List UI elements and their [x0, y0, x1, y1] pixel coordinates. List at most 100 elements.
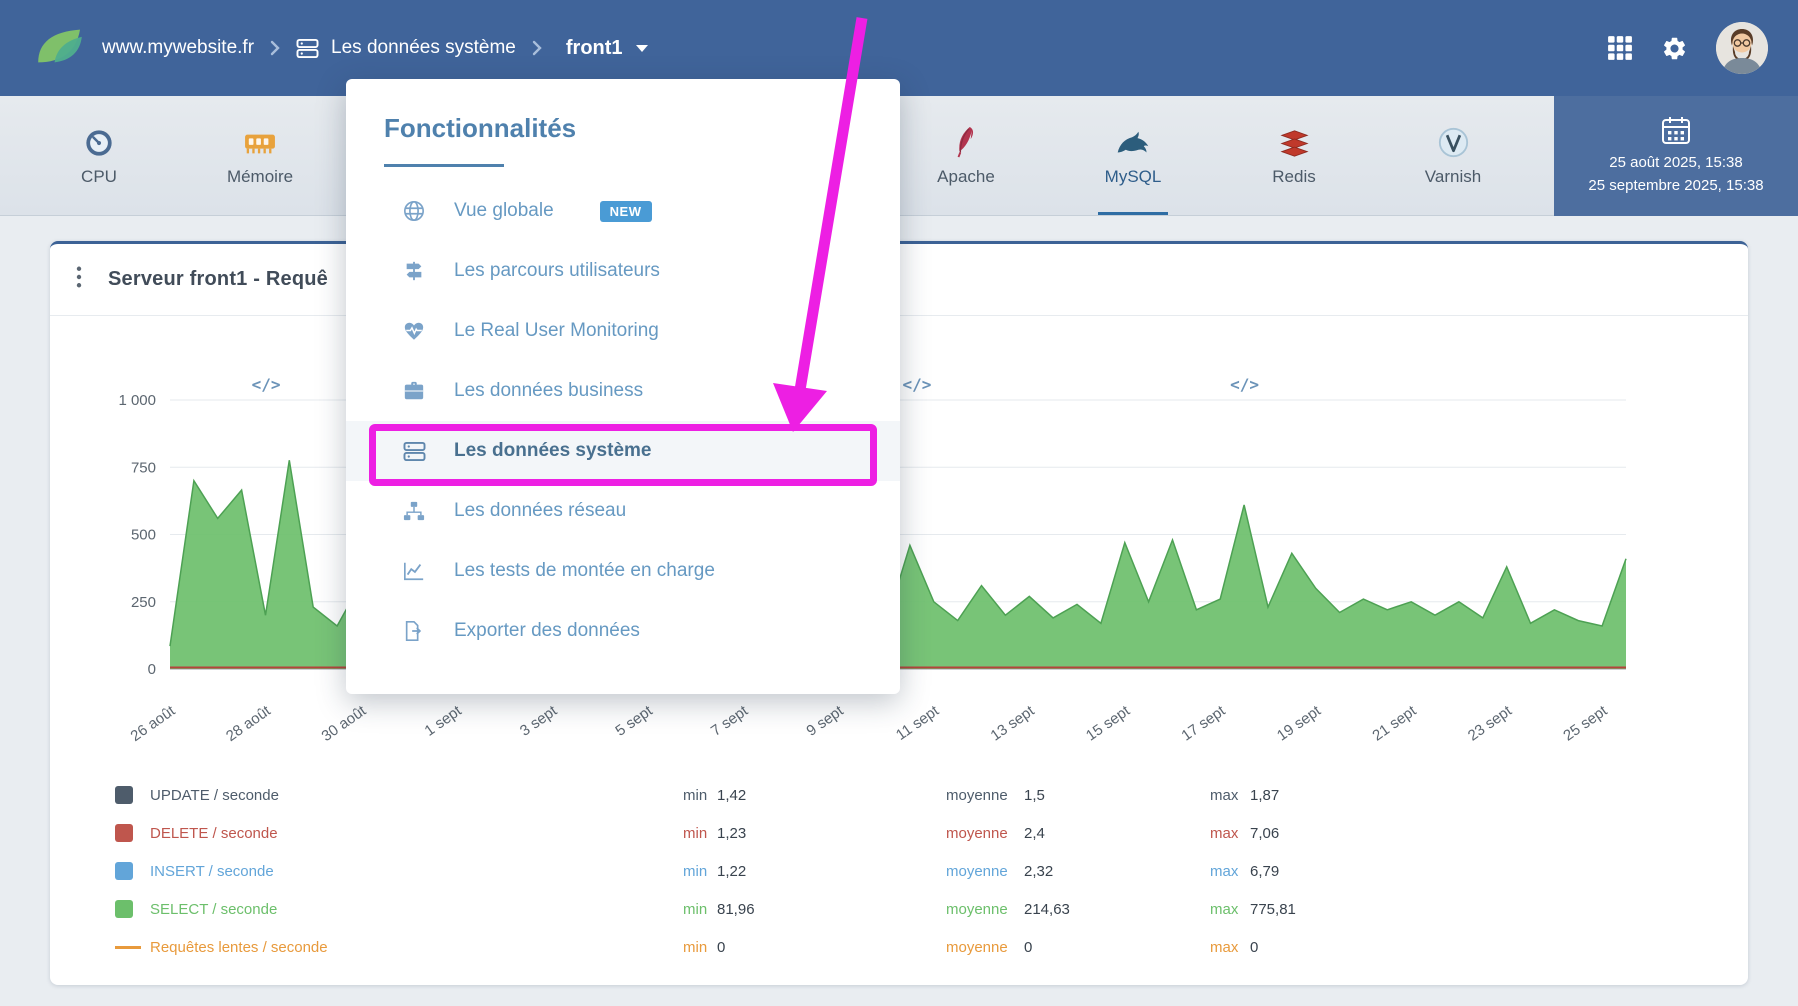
menu-item-label: Vue globale [454, 200, 554, 221]
heartbeat-icon [402, 320, 426, 342]
legend-series-name: DELETE / seconde [150, 824, 278, 842]
tab-redis[interactable]: Redis [1229, 96, 1359, 215]
server-selector-label: front1 [565, 36, 623, 59]
menu-item-les-donnees-reseau[interactable]: Les données réseau [346, 481, 900, 541]
tab-varnish[interactable]: Varnish [1388, 96, 1518, 215]
menu-item-le-real-user-monitoring[interactable]: Le Real User Monitoring [346, 301, 900, 361]
dropdown-items: Vue globale NEW Les parcours utilisateurs L… [346, 181, 900, 661]
navbar-actions [1607, 22, 1768, 74]
svg-text:17 sept: 17 sept [1178, 702, 1229, 745]
redis-cube-icon [1278, 124, 1311, 158]
legend-row-delete-seconde[interactable]: DELETE / seconde min 1,23 moyenne 2,4 max 7,06 [115, 814, 1748, 852]
server-selector[interactable]: front1 [566, 37, 649, 60]
chevron-right-icon [270, 40, 280, 56]
legend-row-select-seconde[interactable]: SELECT / seconde min 81,96 moyenne 214,63 max… [115, 890, 1748, 928]
svg-text:9 sept: 9 sept [803, 702, 847, 740]
svg-text:26 août: 26 août [128, 702, 179, 745]
calendar-icon [1661, 115, 1691, 145]
settings-gear-icon[interactable] [1661, 35, 1688, 62]
legend-row-requetes-lentes-seconde[interactable]: Requêtes lentes / seconde min 0 moyenne 0 max… [115, 928, 1748, 966]
legend-min-label: min [683, 938, 708, 956]
legend-row-insert-seconde[interactable]: INSERT / seconde min 1,22 moyenne 2,32 max 6,7… [115, 852, 1748, 890]
legend-swatch [115, 945, 141, 949]
legend-avg-value: 2,4 [1024, 824, 1045, 842]
cpu-gauge-icon [82, 124, 116, 158]
svg-text:7 sept: 7 sept [708, 702, 752, 740]
legend-max-value: 7,06 [1250, 824, 1280, 842]
chart-legend: UPDATE / seconde min 1,42 moyenne 1,5 max 1,87… [50, 776, 1748, 966]
legend-avg-label: moyenne [946, 862, 1008, 880]
export-icon [402, 620, 426, 642]
svg-text:30 août: 30 août [318, 702, 369, 745]
deploy-marker-icon: </> [252, 375, 281, 394]
legend-row-update-seconde[interactable]: UPDATE / seconde min 1,42 moyenne 1,5 max 1,87 [115, 776, 1748, 814]
memory-icon [243, 124, 277, 158]
tab-mysql[interactable]: MySQL [1068, 96, 1198, 215]
svg-text:11 sept: 11 sept [893, 702, 943, 744]
apps-grid-icon[interactable] [1607, 35, 1633, 61]
legend-max-label: max [1210, 900, 1239, 918]
legend-min-value: 81,96 [717, 900, 755, 918]
legend-max-label: max [1210, 862, 1239, 880]
menu-item-label: Les données réseau [454, 500, 627, 521]
tab-label: Apache [937, 167, 995, 186]
date-range-picker[interactable]: 25 août 2025, 15:38 25 septembre 2025, 1… [1554, 96, 1798, 216]
server-icon [402, 441, 426, 462]
menu-item-les-tests-de-montee-en-charge[interactable]: Les tests de montée en charge [346, 541, 900, 601]
legend-max-value: 6,79 [1250, 862, 1280, 880]
top-navbar: www.mywebsite.fr Les données système fro… [0, 0, 1798, 96]
date-range-end: 25 septembre 2025, 15:38 [1588, 176, 1764, 194]
breadcrumb-section-label: Les données système [331, 37, 516, 58]
caret-down-icon [635, 44, 649, 53]
chevron-right-icon [532, 40, 542, 56]
menu-item-les-parcours-utilisateurs[interactable]: Les parcours utilisateurs [346, 241, 900, 301]
breadcrumb-site[interactable]: www.mywebsite.fr [102, 37, 255, 58]
menu-item-vue-globale[interactable]: Vue globale NEW [346, 181, 900, 241]
deploy-marker-icon: </> [1230, 375, 1259, 394]
server-icon [296, 38, 319, 59]
legend-min-value: 1,42 [717, 786, 747, 804]
tab-apache[interactable]: Apache [901, 96, 1031, 215]
card-kebab-menu-icon[interactable] [76, 266, 82, 293]
tab-label: Varnish [1424, 167, 1482, 186]
svg-text:1 000: 1 000 [118, 392, 156, 409]
menu-item-exporter-des-donnees[interactable]: Exporter des données [346, 601, 900, 661]
legend-min-label: min [683, 824, 708, 842]
svg-text:1 sept: 1 sept [421, 702, 465, 740]
menu-item-label: Exporter des données [454, 620, 640, 641]
legend-swatch [115, 862, 133, 880]
tab-cpu[interactable]: CPU [34, 96, 164, 215]
svg-text:250: 250 [131, 594, 156, 611]
legend-series-name: Requêtes lentes / seconde [150, 938, 328, 956]
features-dropdown: Fonctionnalités Vue globale NEW Les parcou… [346, 79, 900, 694]
svg-text:23 sept: 23 sept [1465, 702, 1516, 745]
menu-item-label: Les données système [454, 440, 652, 461]
dropdown-title-underline [384, 164, 504, 167]
legend-min-label: min [683, 900, 708, 918]
legend-min-value: 1,23 [717, 824, 747, 842]
svg-text:5 sept: 5 sept [612, 702, 656, 740]
apache-feather-icon [954, 124, 978, 158]
legend-avg-value: 214,63 [1024, 900, 1070, 918]
menu-item-les-donnees-systeme[interactable]: Les données système [346, 421, 900, 481]
menu-item-les-donnees-business[interactable]: Les données business [346, 361, 900, 421]
legend-series-name: SELECT / seconde [150, 900, 278, 918]
legend-avg-value: 0 [1024, 938, 1033, 956]
chart-icon [402, 560, 426, 582]
legend-max-label: max [1210, 786, 1239, 804]
svg-text:500: 500 [131, 527, 156, 544]
user-avatar[interactable] [1716, 22, 1768, 74]
tab-memoire[interactable]: Mémoire [195, 96, 325, 215]
legend-max-value: 1,87 [1250, 786, 1280, 804]
legend-min-value: 0 [717, 938, 726, 956]
svg-text:750: 750 [131, 459, 156, 476]
brand-leaf-logo-icon[interactable] [34, 26, 86, 71]
globe-icon [402, 200, 426, 222]
date-range-start: 25 août 2025, 15:38 [1609, 154, 1743, 171]
breadcrumb-section[interactable]: Les données système [296, 37, 516, 59]
menu-item-label: Les parcours utilisateurs [454, 260, 660, 281]
legend-avg-label: moyenne [946, 786, 1008, 804]
legend-max-value: 775,81 [1250, 900, 1296, 918]
legend-series-name: UPDATE / seconde [150, 786, 279, 804]
